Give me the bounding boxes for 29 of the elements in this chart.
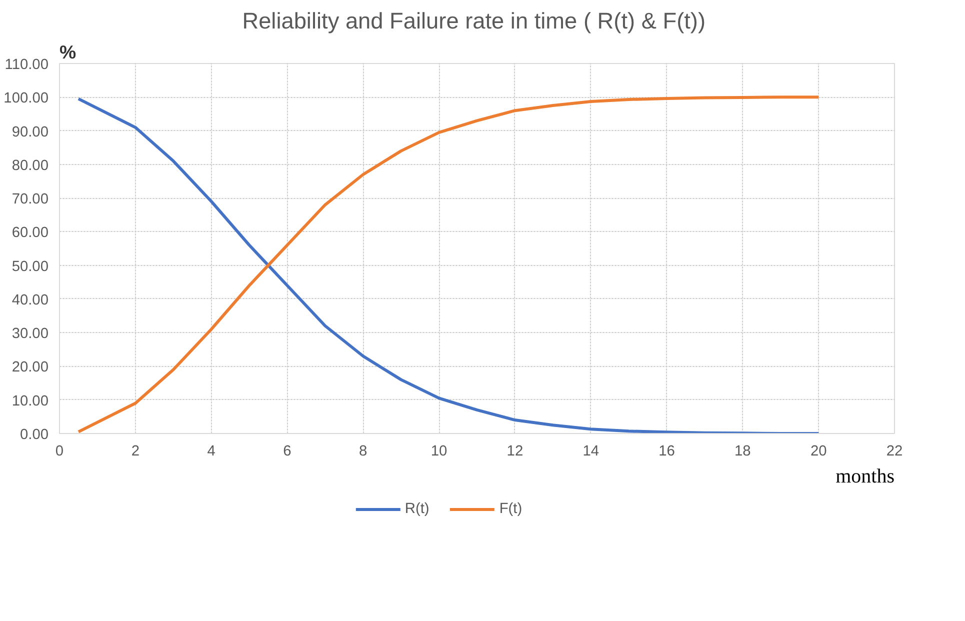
x-tick-label: 22 (886, 444, 903, 460)
y-tick-label: 80.00 (12, 158, 49, 174)
x-tick-label: 6 (283, 444, 292, 460)
x-tick-label: 14 (582, 444, 600, 460)
y-axis-title: % (60, 42, 76, 62)
y-tick-label: 30.00 (12, 326, 49, 342)
x-tick-label: 2 (131, 444, 140, 460)
y-tick-label: 100.00 (4, 90, 48, 107)
y-tick-label: 90.00 (12, 124, 49, 140)
y-tick-label: 110.00 (4, 57, 49, 73)
legend-label: R(t) (404, 501, 430, 517)
y-tick-label: 40.00 (12, 292, 49, 308)
legend-label: F(t) (499, 501, 522, 517)
x-axis-title: months (836, 466, 895, 488)
x-tick-label: 12 (506, 444, 524, 460)
x-tick-label: 4 (207, 444, 216, 460)
x-tick-label: 20 (810, 444, 827, 460)
x-tick-label: 0 (55, 444, 64, 460)
chart-title: Reliability and Failure rate in time ( R(t) & F(t)) (242, 8, 706, 34)
y-tick-label: 70.00 (12, 192, 49, 208)
x-tick-label: 18 (734, 444, 751, 460)
x-tick-label: 10 (430, 444, 448, 460)
x-tick-label: 16 (658, 444, 675, 460)
y-tick-label: 20.00 (12, 360, 49, 376)
x-tick-label: 8 (359, 444, 368, 460)
y-tick-label: 0.00 (20, 427, 49, 443)
y-tick-label: 60.00 (12, 225, 49, 242)
y-tick-label: 10.00 (12, 393, 49, 410)
y-tick-label: 50.00 (12, 258, 49, 275)
